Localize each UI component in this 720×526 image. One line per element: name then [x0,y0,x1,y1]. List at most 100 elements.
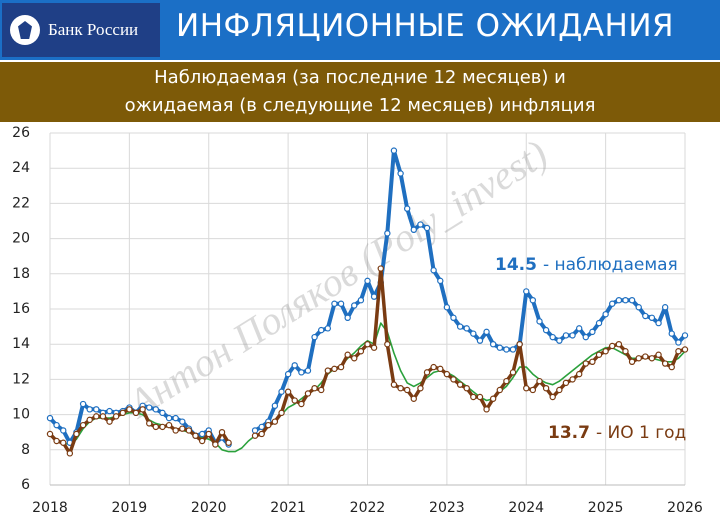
data-point [668,363,675,371]
data-point [562,379,570,387]
data-point [463,385,470,392]
data-point [681,332,689,339]
data-point [675,348,682,355]
data-point [470,393,477,401]
title: ИНФЛЯЦИОННЫЕ ОЖИДАНИЯ [176,8,675,44]
watermark: Антон Поляков (Poly_invest) [118,131,555,428]
data-point [542,326,550,334]
data-point [542,385,550,392]
data-point [562,332,570,339]
data-point [311,385,318,392]
data-point [536,377,543,385]
data-point [86,406,93,413]
data-point [271,402,279,409]
data-point [172,414,179,422]
data-point [304,367,312,374]
annotation-value: 14.5 [495,255,537,275]
data-point [622,296,629,304]
y-tick-label: 20 [12,231,30,247]
y-tick-label: 6 [21,477,30,493]
data-point [582,360,589,367]
data-point [284,370,292,378]
data-point [390,147,398,154]
data-point [681,346,689,353]
data-point [655,319,662,327]
data-point [549,333,556,341]
data-point [655,351,662,358]
data-point [390,381,398,388]
x-tick-label: 2025 [588,500,624,516]
data-point [298,369,305,376]
x-tick-label: 2021 [270,500,306,516]
data-point [509,369,517,376]
annotation-text: - ИО 1 год [596,423,686,443]
y-tick-label: 12 [12,371,30,387]
subtitle-line: Наблюдаемая (за последние 12 месяцев) и [154,67,566,88]
x-tick-label: 2020 [191,500,227,516]
data-point [503,377,510,385]
data-point [403,386,411,394]
data-point [430,267,437,274]
data-point [463,325,470,332]
data-point [536,318,543,325]
data-point [595,319,603,327]
data-point [318,386,325,394]
data-point [615,340,623,348]
data-point [205,430,212,438]
data-point [278,388,285,395]
data-point [79,421,87,429]
y-tick-label: 16 [12,301,30,317]
data-point [159,423,166,431]
data-point [311,333,318,341]
data-point [443,304,451,311]
data-point [179,425,186,432]
data-point [476,393,484,401]
data-point [331,365,338,373]
data-point [437,365,444,373]
data-point [377,265,384,272]
y-tick-label: 22 [12,195,30,211]
data-point [318,326,325,334]
data-point [370,344,378,351]
annotation: 14.5 - наблюдаемая [495,255,678,275]
x-tick-label: 2022 [350,500,386,516]
data-point [370,293,378,300]
data-point [403,205,411,212]
data-point [364,277,371,285]
data-point [298,400,305,408]
data-point [93,413,100,420]
annotation-value: 13.7 [548,423,590,443]
data-point [73,430,80,438]
data-point [218,429,226,436]
data-point [456,323,464,330]
data-point [93,406,100,413]
data-point [146,420,153,427]
data-point [198,437,206,445]
data-point [602,311,609,318]
data-point [529,296,537,304]
data-point [509,346,517,353]
data-point [258,430,265,438]
data-point [53,437,60,445]
data-point [609,300,616,307]
data-point [185,427,193,434]
emblem [10,15,40,45]
data-point [291,397,298,404]
y-tick-label: 14 [12,336,30,352]
x-tick-label: 2018 [32,500,68,516]
data-point [661,304,669,311]
data-point [523,288,530,295]
data-point [529,386,537,394]
data-point [410,395,417,402]
data-point [384,230,391,237]
data-point [437,277,444,285]
y-tick-label: 10 [12,407,30,423]
header: Банк России ИНФЛЯЦИОННЫЕ ОЖИДАНИЯ [0,0,720,60]
data-point [595,351,603,358]
data-point [417,221,424,228]
data-point [661,360,669,367]
data-point [324,367,332,374]
data-point [337,363,345,371]
data-point [357,296,365,304]
